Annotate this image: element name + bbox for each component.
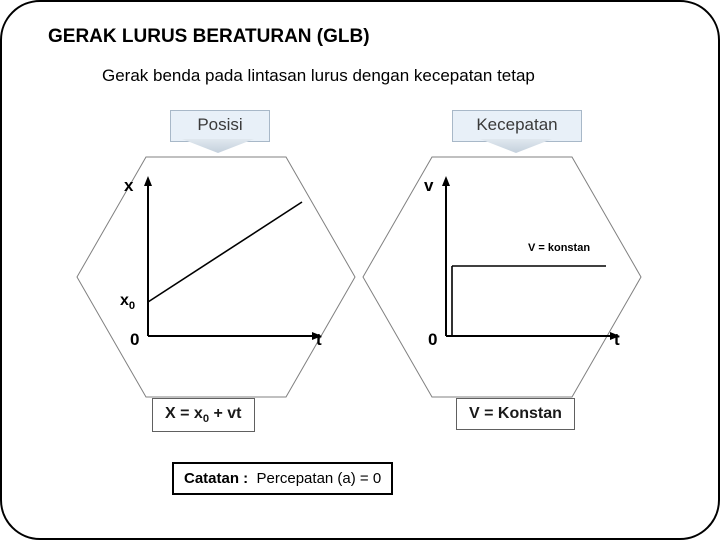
note-prefix: Catatan : [184, 470, 248, 487]
note-box: Catatan : Percepatan (a) = 0 [172, 462, 393, 495]
velocity-constant-inline-label: V = konstan [528, 242, 590, 254]
position-formula-box: X = x0 + vt [152, 398, 255, 432]
velocity-x-axis-label: t [614, 330, 620, 350]
velocity-y-axis-label: v [424, 176, 433, 196]
velocity-formula-box: V = Konstan [456, 398, 575, 430]
position-y-axis-label: x [124, 176, 133, 196]
page-subtitle: Gerak benda pada lintasan lurus dengan k… [102, 66, 535, 86]
position-origin-label: 0 [130, 330, 139, 350]
velocity-origin-label: 0 [428, 330, 437, 350]
kecepatan-label-box: Kecepatan [452, 110, 582, 142]
slide-frame: GERAK LURUS BERATURAN (GLB) Gerak benda … [0, 0, 720, 540]
position-y-intercept-label: x0 [120, 292, 135, 312]
position-x-axis-label: t [316, 330, 322, 350]
page-title: GERAK LURUS BERATURAN (GLB) [48, 26, 370, 48]
posisi-label-box: Posisi [170, 110, 270, 142]
position-graph: x t x0 0 [120, 174, 330, 369]
posisi-arrow-icon [182, 139, 254, 153]
note-text: Percepatan (a) = 0 [257, 470, 382, 487]
kecepatan-arrow-icon [480, 139, 552, 153]
velocity-graph: v t 0 V = konstan [418, 174, 628, 369]
